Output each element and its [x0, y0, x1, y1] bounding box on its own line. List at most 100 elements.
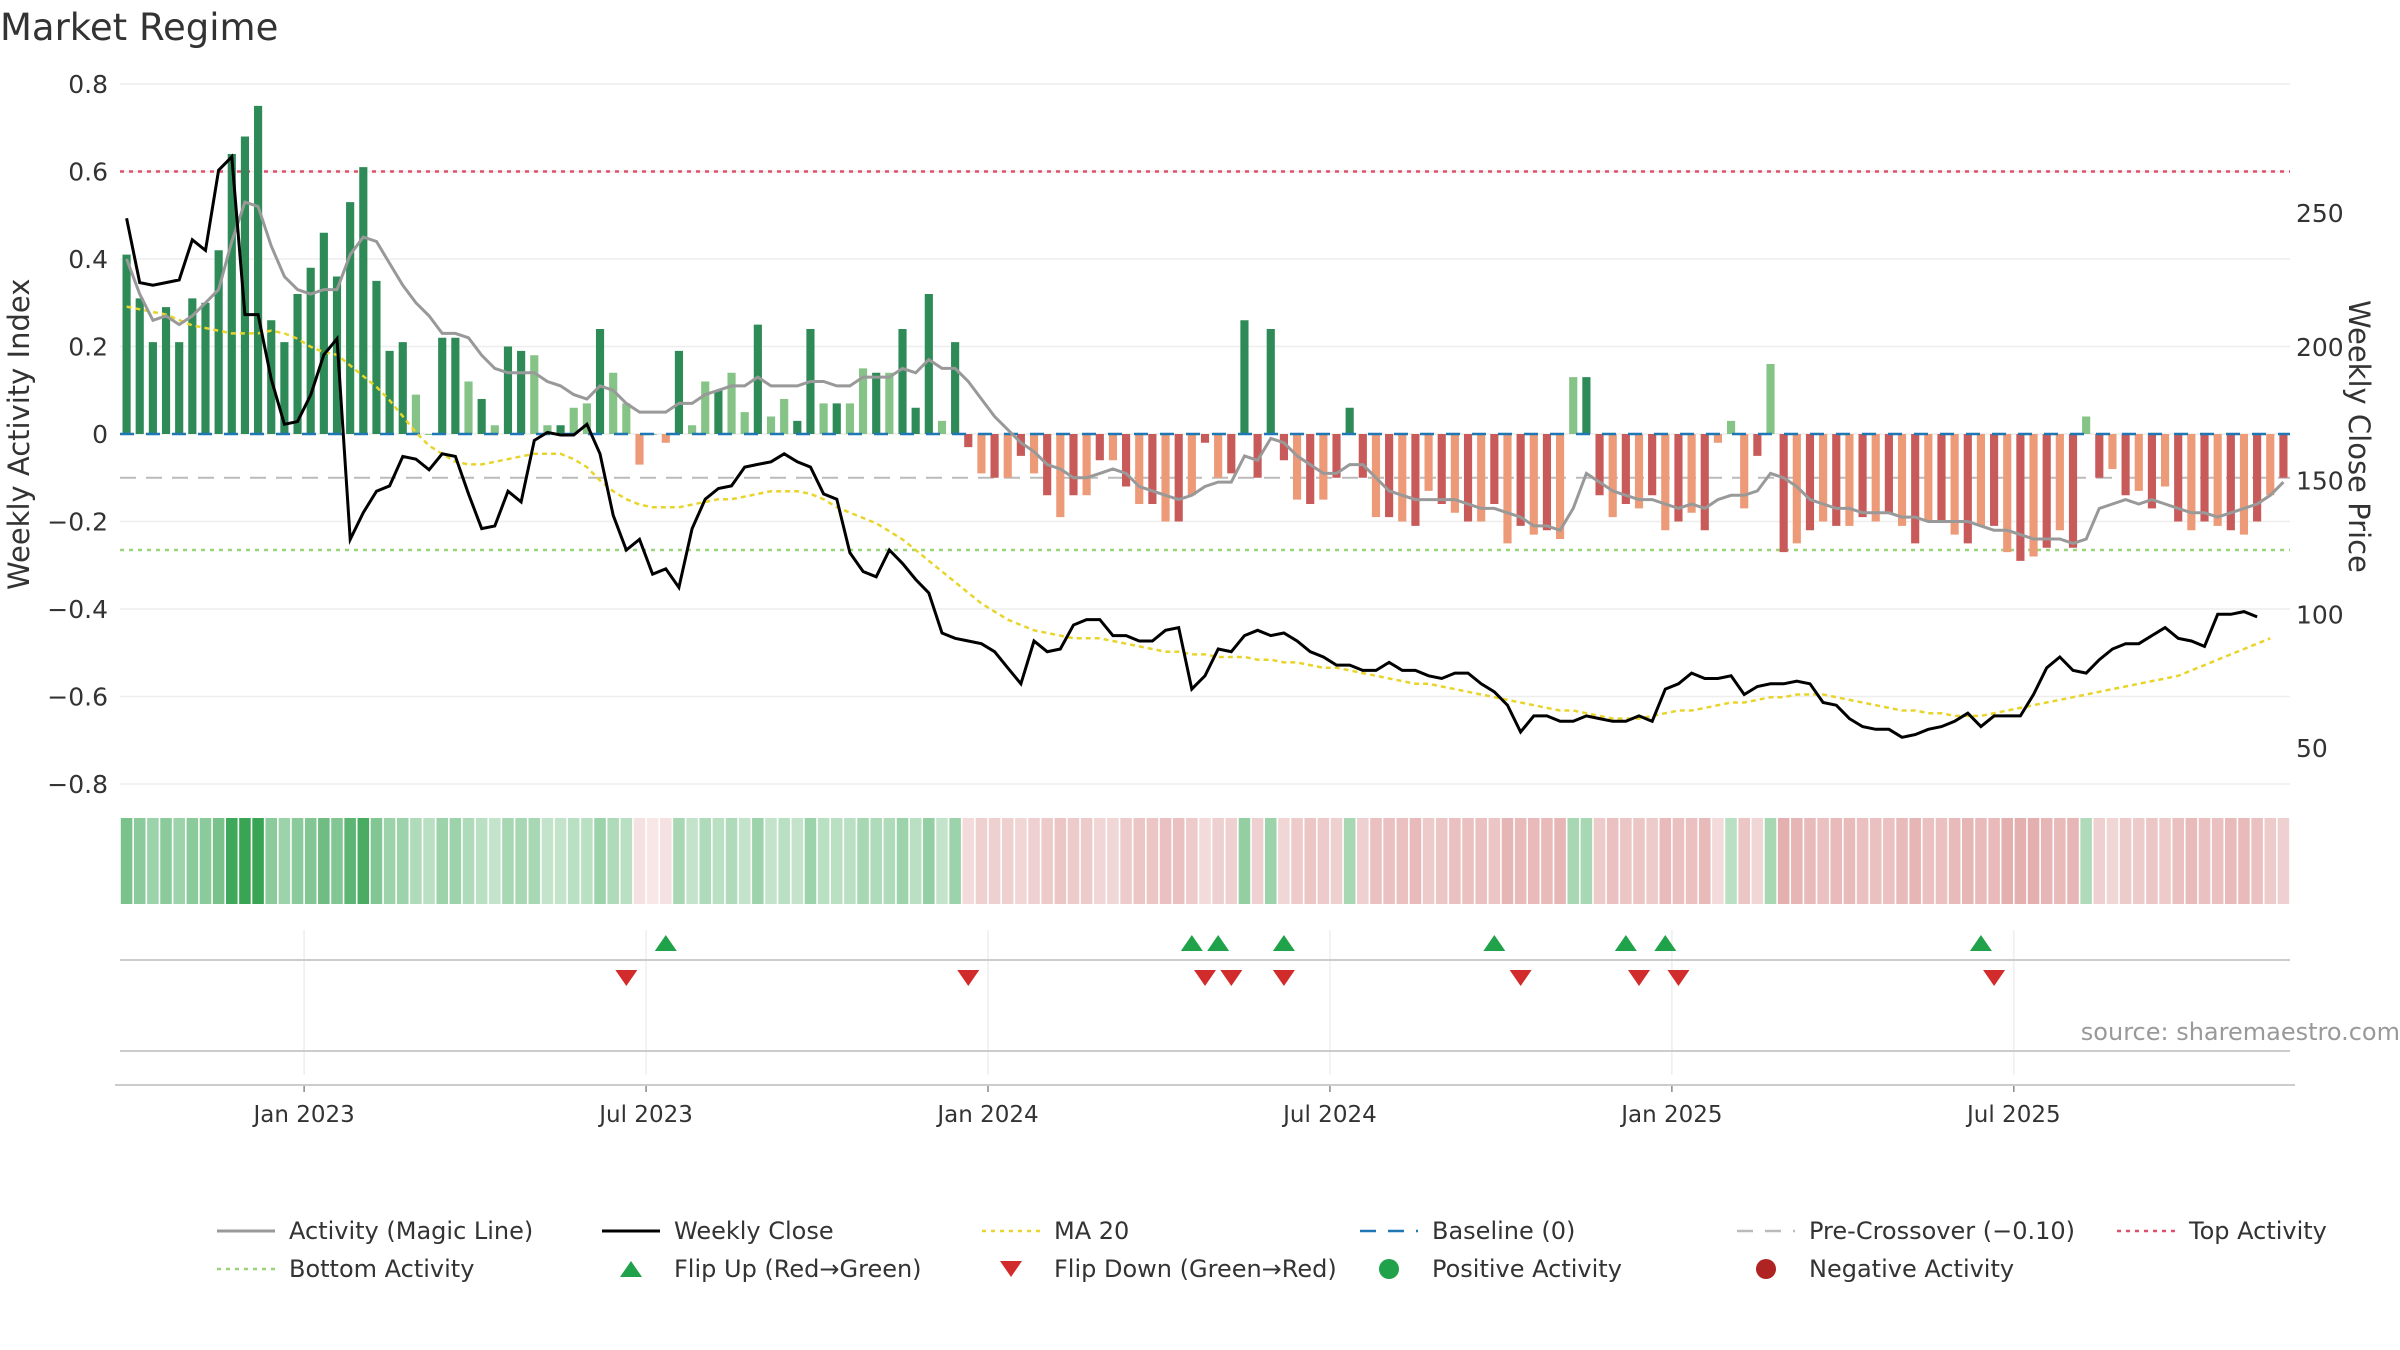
regime-cell [1554, 818, 1566, 904]
y-left-tick-label: 0.2 [68, 333, 108, 362]
regime-cell [883, 818, 896, 904]
regime-cell [975, 818, 988, 904]
activity-bar [1450, 434, 1459, 513]
activity-bar [188, 298, 197, 434]
regime-cell [160, 818, 172, 904]
activity-bar [1490, 434, 1499, 504]
activity-bar [872, 372, 881, 434]
legend-item: Baseline (0) [1358, 1217, 1575, 1245]
legend-item: Activity (Magic Line) [215, 1217, 533, 1245]
legend-label: Pre-Crossover (−0.10) [1809, 1217, 2076, 1245]
regime-cell [462, 818, 475, 904]
activity-bar [543, 425, 552, 434]
regime-cell [1475, 818, 1487, 904]
regime-cell [686, 818, 698, 904]
activity-bar [622, 403, 631, 434]
flip-up-marker [1969, 935, 1992, 951]
activity-bar [990, 434, 999, 478]
regime-cell [1659, 818, 1672, 904]
flip-down-marker [1667, 970, 1690, 986]
regime-cell [1501, 818, 1514, 904]
regime-cell [2172, 818, 2184, 904]
activity-bar [161, 307, 171, 434]
activity-bar [885, 372, 894, 434]
activity-bar [135, 298, 144, 434]
regime-cell [844, 818, 856, 904]
regime-cell [1751, 818, 1764, 904]
regime-cell [2198, 818, 2211, 904]
activity-bar [1095, 434, 1104, 461]
regime-cell [857, 818, 869, 904]
activity-bar [1963, 434, 1972, 544]
activity-bar [438, 337, 447, 434]
regime-cell [1409, 818, 1422, 904]
activity-bar [1753, 434, 1762, 456]
activity-bar [661, 434, 670, 443]
regime-cell [1528, 818, 1540, 904]
regime-cell [541, 818, 554, 904]
regime-cell [252, 818, 264, 904]
activity-bar [977, 434, 986, 474]
activity-bar [1648, 434, 1657, 496]
activity-bar [1700, 434, 1709, 531]
regime-cell [1094, 818, 1106, 904]
regime-cell [1041, 818, 1053, 904]
regime-cell [1251, 818, 1264, 904]
activity-bar [1187, 434, 1196, 496]
activity-bar [1227, 434, 1236, 474]
regime-cell [1856, 818, 1869, 904]
activity-bar [1385, 434, 1394, 518]
regime-cell [2001, 818, 2014, 904]
legend-label: Activity (Magic Line) [289, 1217, 534, 1245]
activity-bar [2068, 434, 2078, 548]
activity-bar [1687, 434, 1696, 513]
y-left-tick-label: −0.4 [47, 595, 108, 624]
regime-cell [2146, 818, 2158, 904]
activity-bar [464, 381, 473, 434]
activity-bar [385, 350, 394, 434]
activity-bar [845, 403, 854, 434]
y-right-tick-label: 50 [2296, 734, 2328, 763]
regime-cell [1620, 818, 1632, 904]
regime-cell [2264, 818, 2277, 904]
activity-bar [280, 342, 289, 434]
regime-cell [1383, 818, 1395, 904]
activity-bar [2016, 434, 2025, 561]
activity-bar [1976, 434, 1986, 526]
activity-bar [2147, 434, 2156, 509]
regime-cell [1738, 818, 1750, 904]
activity-bar [201, 302, 210, 434]
activity-bar [1161, 434, 1170, 522]
regime-cell [1146, 818, 1159, 904]
regime-cell [528, 818, 541, 904]
regime-cell [1330, 818, 1343, 904]
regime-cell [1225, 818, 1238, 904]
regime-cell [699, 818, 712, 904]
activity-bar [582, 403, 591, 434]
magic-line [125, 200, 2285, 545]
activity-bar [1253, 434, 1262, 478]
regime-cell [962, 818, 975, 904]
regime-cell [1054, 818, 1067, 904]
legend-item: Negative Activity [1735, 1255, 2014, 1283]
activity-bar [1661, 434, 1670, 531]
regime-cell [1541, 818, 1553, 904]
legend-item: Weekly Close [600, 1217, 834, 1245]
activity-bar [2174, 434, 2183, 522]
regime-cell [212, 818, 225, 904]
activity-bar [346, 202, 355, 434]
activity-bar [1858, 434, 1867, 518]
regime-cell [567, 818, 580, 904]
regime-cell [133, 818, 146, 904]
activity-bar [306, 267, 315, 434]
regime-cell [1672, 818, 1685, 904]
regime-cell [1883, 818, 1895, 904]
regime-cell [1712, 818, 1724, 904]
activity-bar [2042, 434, 2051, 548]
regime-cell [1304, 818, 1316, 904]
regime-cell [581, 818, 593, 904]
activity-bar [1266, 329, 1275, 434]
activity-bar [951, 342, 960, 434]
regime-cell [738, 818, 751, 904]
activity-bar [1950, 434, 1959, 535]
